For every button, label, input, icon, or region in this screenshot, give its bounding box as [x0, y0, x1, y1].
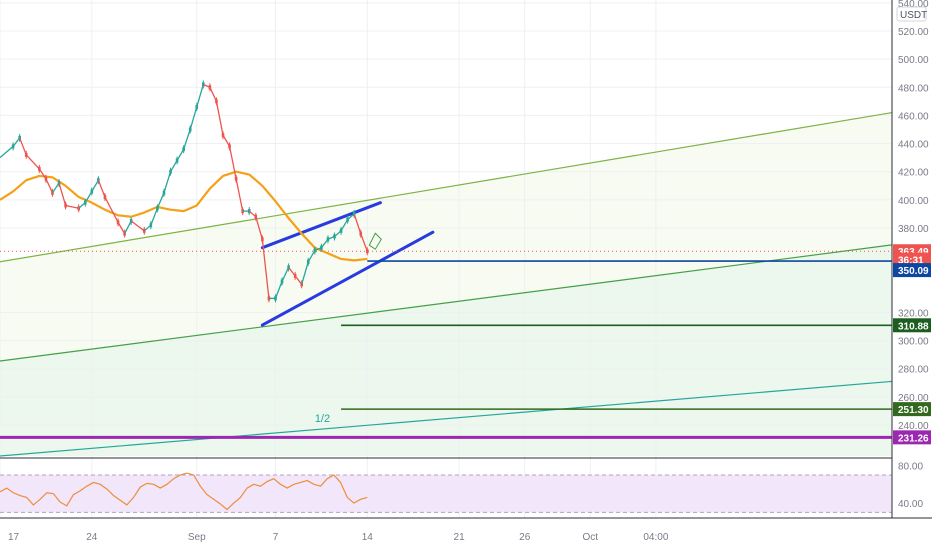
price-segment: [183, 129, 191, 150]
time-tick-label: 7: [273, 532, 279, 543]
time-tick-label: 17: [8, 532, 20, 543]
price-segment: [261, 239, 270, 299]
price-badge: 251.30: [893, 402, 931, 417]
time-axis[interactable]: 17 24 Sep 7 14 21 26 Oct 04:00: [0, 517, 932, 550]
currency-unit-badge-box: [896, 6, 927, 22]
price-tick-label: 440.00: [898, 140, 929, 151]
price-segment: [209, 86, 218, 102]
rsi-tick-label: 80.00: [898, 462, 923, 473]
price-tick-label: 480.00: [898, 83, 929, 94]
time-axis-bg: [0, 518, 932, 550]
price-segment: [97, 179, 106, 198]
price-scale[interactable]: 540.00 520.00 500.00 480.00 460.00 440.00 420.…: [891, 0, 932, 518]
price-tick-label: 540.00: [898, 0, 929, 10]
price-segment: [130, 220, 145, 232]
currency-unit-badge-label: USDT: [900, 10, 927, 21]
price-badge: 231.26: [893, 430, 931, 445]
price-segment: [163, 171, 172, 194]
price-badge-box: [893, 318, 931, 333]
price-badge: 350.09: [893, 263, 931, 278]
time-tick-label: Sep: [188, 532, 206, 543]
price-segment: [58, 182, 67, 206]
price-segment: [255, 216, 263, 240]
price-segment: [104, 196, 119, 223]
time-tick-label: 26: [519, 532, 531, 543]
drawings: [0, 111, 893, 457]
price-segment: [0, 145, 14, 159]
rsi-panel: [0, 457, 892, 513]
time-tick-label: 04:00: [643, 532, 668, 543]
price-tick-label: 280.00: [898, 365, 929, 376]
price-badge-box: [893, 263, 931, 278]
price-tick-label: 400.00: [898, 196, 929, 207]
upper-channel-shading: [0, 112, 892, 361]
price-tick-label: 320.00: [898, 308, 929, 319]
moving-average-line: [0, 170, 368, 262]
price-badge-label: 310.88: [898, 321, 929, 332]
pattern-marker: [368, 232, 382, 250]
price-badge: 310.88: [893, 318, 931, 333]
price-tick-label: 520.00: [898, 27, 929, 38]
trendline[interactable]: [0, 380, 893, 457]
price-candle: [365, 249, 369, 254]
time-tick-label: 14: [362, 532, 374, 543]
price-segment: [281, 267, 290, 282]
price-badge-box: [893, 430, 931, 445]
price-segment: [353, 213, 362, 234]
price-tick-label: 500.00: [898, 55, 929, 66]
grid-lines: [0, 0, 892, 518]
annotation-label: 1/2: [315, 413, 330, 425]
rsi-band: [0, 474, 892, 513]
price-tick-label: 300.00: [898, 337, 929, 348]
rising-wedge-line[interactable]: [260, 230, 435, 327]
price-segment: [124, 220, 132, 234]
price-candle: [352, 211, 356, 216]
price-badge-label: 350.09: [898, 266, 929, 277]
price-segment: [156, 192, 165, 209]
price-segment: [65, 204, 79, 209]
price-badge-label: 231.26: [898, 433, 929, 444]
price-segment: [228, 146, 237, 179]
price-candle: [44, 176, 48, 181]
price-segment: [189, 106, 198, 130]
price-segment: [215, 101, 224, 136]
price-segment: [196, 84, 204, 108]
currency-unit-badge[interactable]: USDT: [896, 6, 927, 22]
time-tick-label: 21: [454, 532, 466, 543]
trendline[interactable]: [0, 111, 893, 263]
rsi-line: [0, 472, 368, 511]
price-segment: [235, 178, 244, 212]
price-badge-box: [893, 402, 931, 417]
price-series: [0, 80, 369, 303]
price-tick-label: 240.00: [898, 421, 929, 432]
rising-wedge-line[interactable]: [260, 201, 382, 250]
rsi-tick-label: 40.00: [898, 499, 923, 510]
price-candle: [267, 296, 271, 301]
price-tick-label: 420.00: [898, 168, 929, 179]
price-tick-label: 380.00: [898, 224, 929, 235]
price-tick-label: 460.00: [898, 111, 929, 122]
time-tick-label: 24: [86, 532, 98, 543]
price-segment: [274, 281, 283, 299]
price-segment: [25, 154, 40, 170]
price-badge-label: 36:31: [898, 256, 924, 267]
price-segment: [45, 178, 54, 194]
price-tick-label: 260.00: [898, 393, 929, 404]
channel-shading: [0, 244, 892, 456]
price-segment: [19, 137, 27, 156]
time-tick-label: Oct: [583, 532, 599, 543]
price-segment: [360, 233, 368, 252]
price-segment: [150, 208, 159, 226]
price-segment: [301, 261, 309, 285]
price-candle: [293, 273, 297, 278]
trendline[interactable]: [0, 244, 893, 362]
price-badge-label: 251.30: [898, 405, 929, 416]
